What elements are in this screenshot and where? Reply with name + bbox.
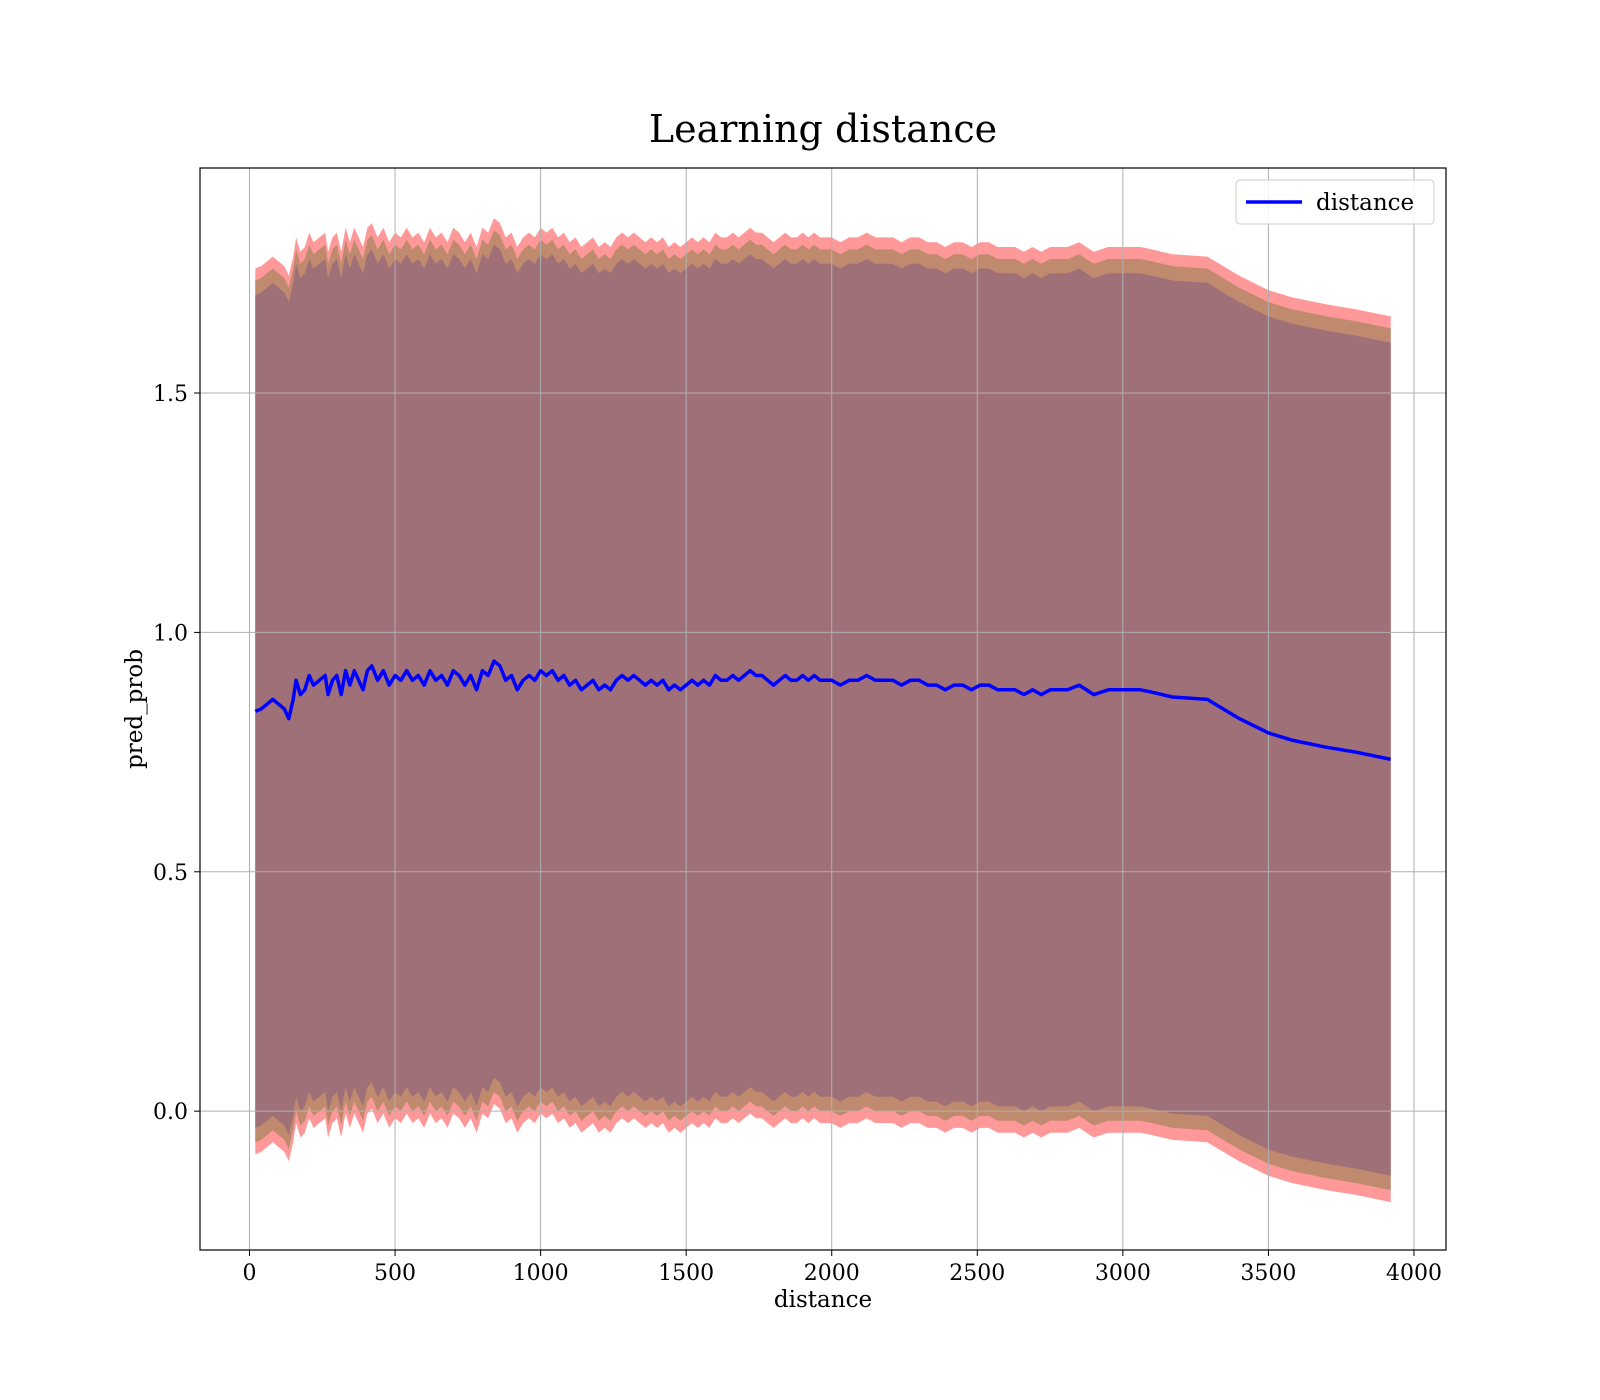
- grid: [200, 168, 1446, 1250]
- legend: distance: [1235, 179, 1435, 225]
- y-axis: 0.0 0.5 1.0 1.5: [153, 382, 200, 1125]
- band-inner: [255, 244, 1391, 1176]
- plot-area: [199, 167, 1447, 1251]
- y-tick-label: 0.0: [153, 1100, 188, 1125]
- x-tick-label: 3500: [1240, 1261, 1296, 1286]
- confidence-bands: [255, 218, 1391, 1203]
- chart-title: Learning distance: [649, 107, 997, 151]
- x-tick-label: 2500: [949, 1261, 1005, 1286]
- x-axis-label: distance: [774, 1287, 872, 1313]
- y-tick-label: 0.5: [153, 861, 188, 886]
- y-tick-label: 1.5: [153, 382, 188, 407]
- x-tick-label: 2000: [804, 1261, 860, 1286]
- x-tick-label: 3000: [1095, 1261, 1151, 1286]
- x-tick-label: 500: [374, 1261, 416, 1286]
- x-axis: 0 500 1000 1500 2000 2500 3000 3500 4000: [242, 1250, 1442, 1286]
- x-tick-label: 1500: [658, 1261, 714, 1286]
- y-axis-label: pred_prob: [122, 649, 148, 769]
- y-tick-label: 1.0: [153, 621, 188, 646]
- series-line-distance: [254, 659, 1392, 762]
- legend-box: [1235, 179, 1435, 225]
- axes-frame: [199, 167, 1447, 1251]
- x-tick-label: 4000: [1386, 1261, 1442, 1286]
- legend-entry-distance: distance: [1316, 190, 1414, 216]
- x-tick-label: 0: [242, 1261, 256, 1286]
- x-tick-label: 1000: [513, 1261, 569, 1286]
